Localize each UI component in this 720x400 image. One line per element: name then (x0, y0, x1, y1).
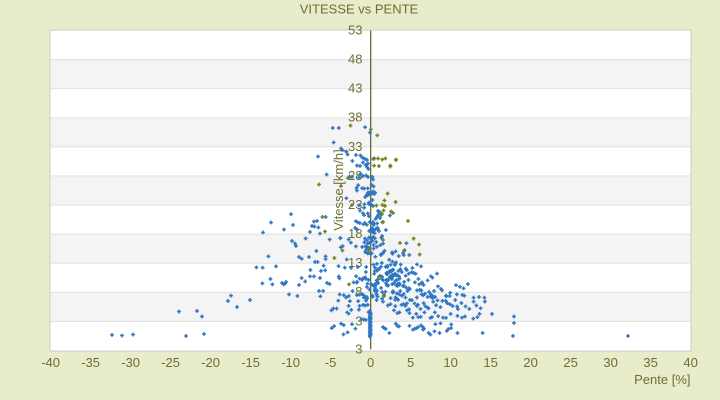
svg-text:3: 3 (355, 313, 362, 328)
svg-text:0: 0 (367, 355, 374, 370)
svg-text:-30: -30 (121, 355, 140, 370)
svg-text:-5: -5 (325, 355, 337, 370)
svg-text:-25: -25 (161, 355, 180, 370)
svg-text:43: 43 (348, 81, 362, 96)
svg-text:-20: -20 (201, 355, 220, 370)
svg-text:-35: -35 (81, 355, 100, 370)
svg-text:5: 5 (407, 355, 414, 370)
svg-text:3: 3 (355, 341, 362, 356)
svg-text:33: 33 (348, 139, 362, 154)
svg-text:35: 35 (643, 355, 657, 370)
svg-text:48: 48 (348, 51, 362, 66)
svg-text:30: 30 (603, 355, 617, 370)
svg-text:10: 10 (443, 355, 457, 370)
svg-text:38: 38 (348, 110, 362, 125)
svg-text:-10: -10 (281, 355, 300, 370)
svg-text:Vitesse [km/h]: Vitesse [km/h] (331, 149, 346, 230)
svg-text:-15: -15 (241, 355, 260, 370)
svg-text:40: 40 (683, 355, 697, 370)
svg-text:Pente [%]: Pente [%] (634, 372, 690, 387)
svg-text:53: 53 (348, 22, 362, 37)
svg-text:15: 15 (483, 355, 497, 370)
svg-text:20: 20 (523, 355, 537, 370)
svg-text:25: 25 (563, 355, 577, 370)
svg-text:VITESSE vs PENTE: VITESSE vs PENTE (300, 2, 419, 17)
svg-text:8: 8 (355, 284, 362, 299)
svg-text:-40: -40 (41, 355, 60, 370)
svg-text:23: 23 (348, 197, 362, 212)
